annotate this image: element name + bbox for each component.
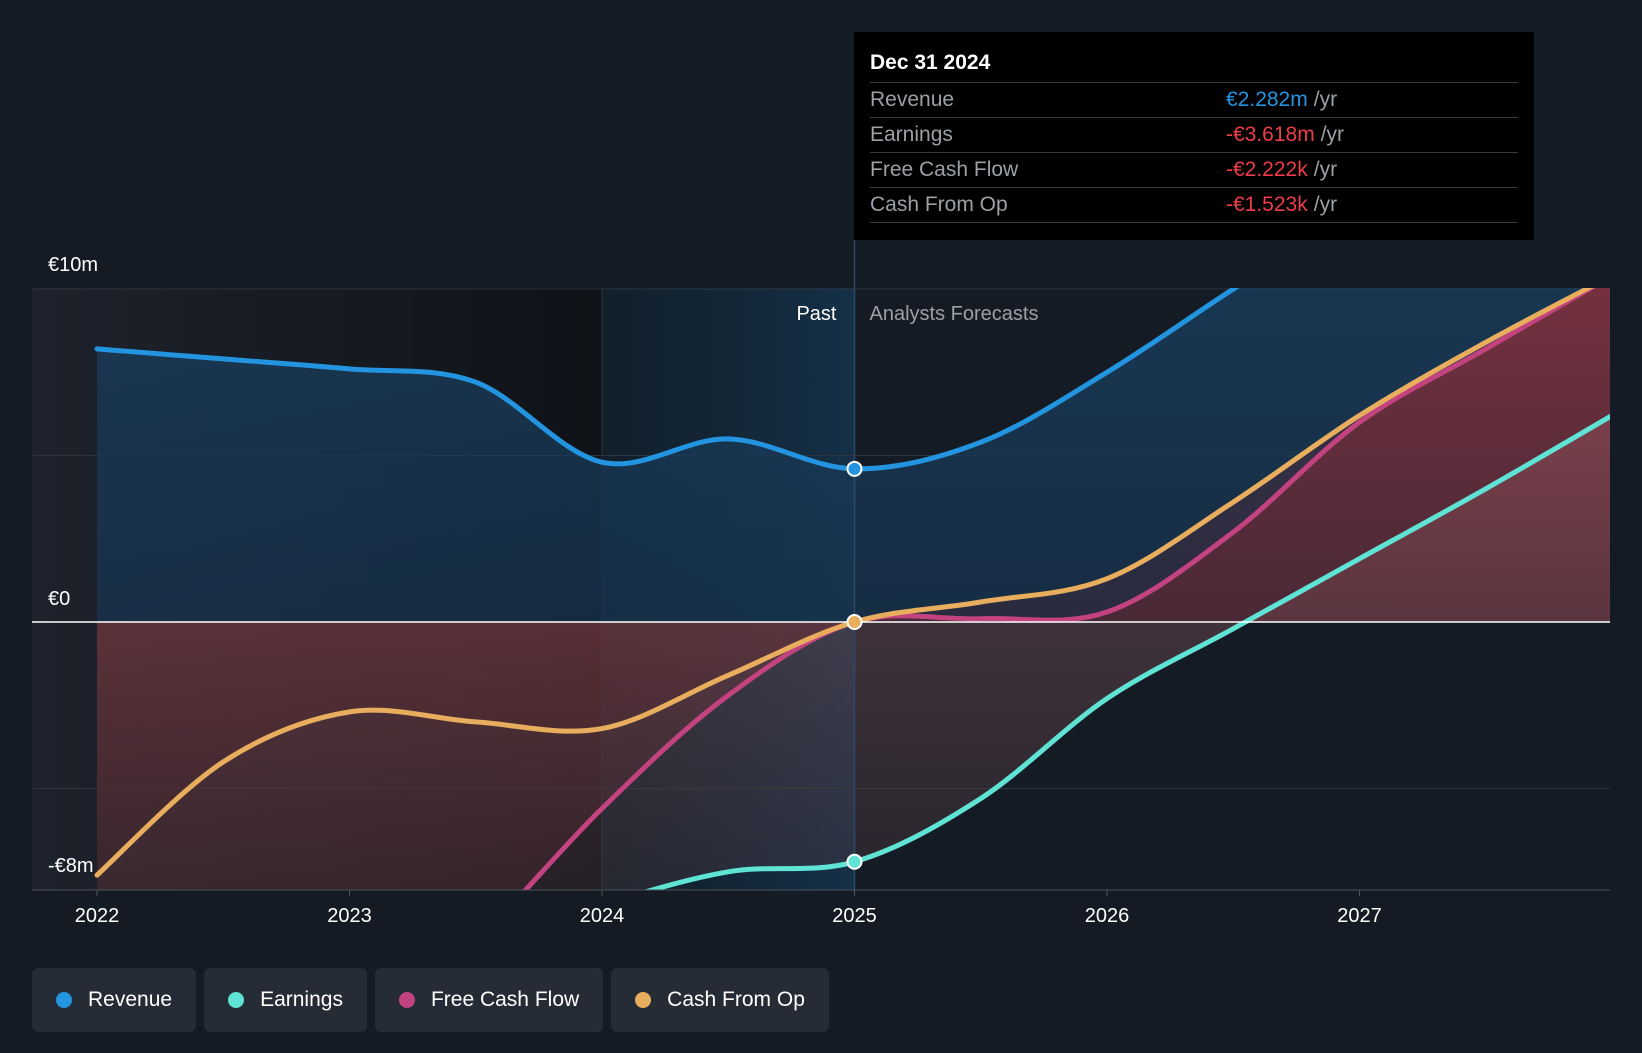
tooltip-date: Dec 31 2024 bbox=[870, 48, 1518, 83]
highlight-point-earnings bbox=[846, 853, 863, 870]
series-line-earnings bbox=[643, 413, 1610, 890]
tooltip-row-cash-from-op: Cash From Op -€1.523k /yr bbox=[870, 188, 1518, 223]
chart-legend: Revenue Earnings Free Cash Flow Cash Fro… bbox=[32, 968, 829, 1032]
tooltip-value: €2.282m bbox=[1226, 88, 1308, 111]
legend-item-earnings[interactable]: Earnings bbox=[204, 968, 367, 1032]
x-tick-label: 2024 bbox=[580, 905, 625, 927]
series-line-revenue bbox=[94, 288, 1240, 472]
forecast-label: Analysts Forecasts bbox=[870, 303, 1039, 325]
x-tick-label: 2027 bbox=[1337, 905, 1382, 927]
tooltip-unit: /yr bbox=[1313, 158, 1338, 181]
legend-item-cash-from-op[interactable]: Cash From Op bbox=[611, 968, 829, 1032]
legend-label: Free Cash Flow bbox=[430, 988, 580, 1011]
tooltip-unit: /yr bbox=[1313, 88, 1338, 111]
y-axis-label-top: €10m bbox=[48, 254, 98, 276]
y-axis-label-zero: €0 bbox=[48, 588, 70, 610]
earnings-area-light bbox=[97, 416, 1610, 890]
y-axis-label-bottom: -€8m bbox=[48, 855, 94, 877]
tooltip-unit: /yr bbox=[1320, 123, 1345, 146]
x-tick-label: 2025 bbox=[832, 905, 877, 927]
highlight-point-revenue bbox=[846, 460, 863, 477]
x-tick-label: 2023 bbox=[327, 905, 372, 927]
tooltip-row-revenue: Revenue €2.282m /yr bbox=[870, 83, 1518, 118]
legend-label: Cash From Op bbox=[667, 988, 805, 1011]
legend-dot-icon bbox=[635, 992, 652, 1008]
tooltip-row-earnings: Earnings -€3.618m /yr bbox=[870, 118, 1518, 153]
legend-dot-icon bbox=[56, 992, 72, 1008]
tooltip-value: -€1.523k bbox=[1226, 193, 1308, 216]
legend-label: Earnings bbox=[260, 988, 343, 1011]
past-label: Past bbox=[796, 303, 836, 325]
tooltip-unit: /yr bbox=[1313, 193, 1338, 216]
legend-dot-icon bbox=[398, 992, 415, 1008]
legend-item-free-cash-flow[interactable]: Free Cash Flow bbox=[374, 968, 604, 1032]
x-tick-label: 2026 bbox=[1085, 905, 1130, 927]
legend-dot-icon bbox=[228, 992, 245, 1008]
cash-from-op-area bbox=[97, 288, 1610, 876]
tooltip-value: -€3.618m bbox=[1226, 123, 1315, 146]
highlight-point-cash-from-op bbox=[846, 614, 863, 630]
legend-item-revenue[interactable]: Revenue bbox=[32, 968, 197, 1032]
tooltip-value: -€2.222k bbox=[1226, 158, 1308, 181]
tooltip-row-free-cash-flow: Free Cash Flow -€2.222k /yr bbox=[870, 153, 1518, 188]
tooltip-label: Cash From Op bbox=[870, 193, 1008, 216]
tooltip-label: Free Cash Flow bbox=[870, 158, 1019, 181]
x-tick-label: 2022 bbox=[75, 905, 120, 927]
tooltip-label: Earnings bbox=[870, 123, 953, 146]
tooltip-card: Dec 31 2024 Revenue €2.282m /yr Earnings… bbox=[854, 32, 1534, 240]
tooltip-label: Revenue bbox=[870, 88, 955, 111]
legend-label: Revenue bbox=[88, 988, 173, 1011]
